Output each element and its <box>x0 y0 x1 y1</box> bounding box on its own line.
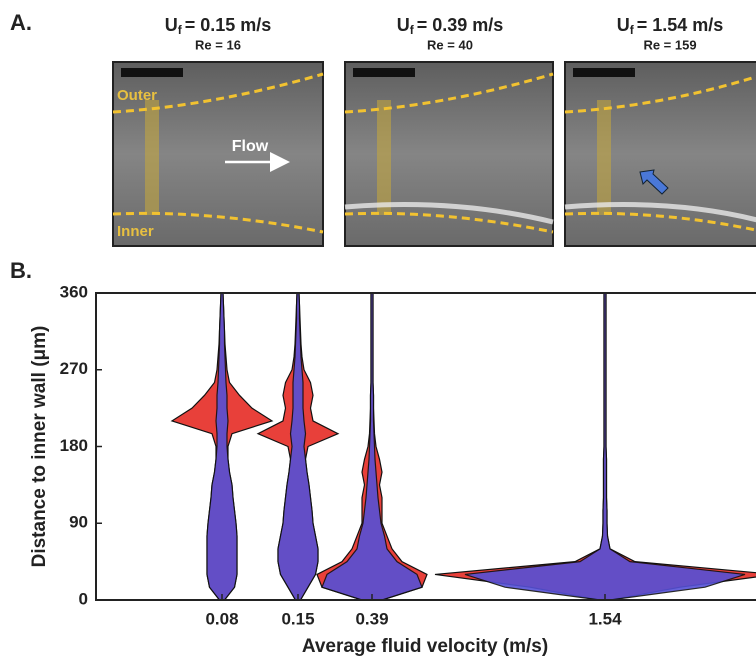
scale-bar <box>121 68 183 77</box>
roi-band <box>145 100 159 215</box>
outer-label: Outer <box>117 87 157 104</box>
violin-chart: 0 90 180 270 360 0.08 0.15 0.39 1.54 Average flui… <box>29 282 756 657</box>
inner-label: Inner <box>117 223 154 240</box>
subscript: f <box>630 23 635 37</box>
violin <box>464 292 746 601</box>
panel-label: B. <box>10 258 32 283</box>
highlight-arrow <box>639 169 669 195</box>
subscript: f <box>178 23 183 37</box>
violin <box>277 292 319 601</box>
value-text: = 0.15 m/s <box>185 15 272 35</box>
y-tick-label: 90 <box>69 513 88 532</box>
reynolds-number: Re = 16 <box>195 37 241 52</box>
violin <box>321 292 423 601</box>
micrograph <box>564 61 756 247</box>
symbol: U <box>165 15 178 35</box>
panel-label: A. <box>10 10 32 35</box>
plot-frame <box>95 292 756 601</box>
panel-title: Uf = 0.39 m/s <box>397 15 504 37</box>
inner-wall <box>564 211 756 232</box>
value-text: = 1.54 m/s <box>637 15 724 35</box>
x-axis-label: Average fluid velocity (m/s) <box>302 636 548 657</box>
x-tick-label: 0.39 <box>355 609 388 628</box>
micrograph <box>344 61 554 247</box>
y-tick-label: 0 <box>79 589 88 608</box>
roi-band <box>597 100 611 215</box>
particle-streak <box>344 202 554 225</box>
x-tick-label: 0.08 <box>205 609 238 628</box>
scale-bar <box>353 68 415 77</box>
inner-wall <box>112 211 324 234</box>
y-tick-label: 360 <box>60 282 88 301</box>
x-tick-label: 1.54 <box>588 609 622 628</box>
y-axis-label: Distance to inner wall (μm) <box>29 326 50 568</box>
subscript: f <box>410 23 415 37</box>
flow-label: Flow <box>232 138 269 155</box>
symbol: U <box>617 15 630 35</box>
x-tick-label: 0.15 <box>281 609 314 628</box>
scale-bar <box>573 68 635 77</box>
roi-band <box>377 100 391 215</box>
y-tick-label: 180 <box>60 436 88 455</box>
particle-streak <box>564 202 756 223</box>
panel-title: Uf = 1.54 m/s <box>617 15 724 37</box>
violin <box>206 292 238 601</box>
panel-title: Uf = 0.15 m/s <box>165 15 272 37</box>
value-text: = 0.39 m/s <box>417 15 504 35</box>
reynolds-number: Re = 159 <box>643 37 696 52</box>
outer-wall <box>112 72 324 114</box>
y-tick-label: 270 <box>60 359 88 378</box>
outer-wall <box>344 72 554 114</box>
inner-wall <box>344 211 554 234</box>
symbol: U <box>397 15 410 35</box>
reynolds-number: Re = 40 <box>427 37 473 52</box>
